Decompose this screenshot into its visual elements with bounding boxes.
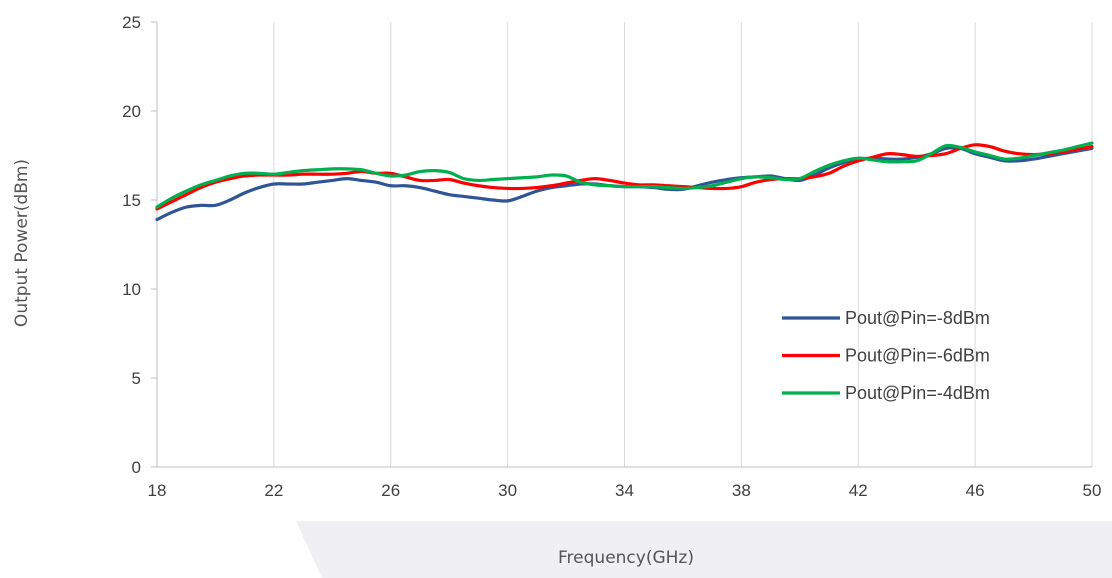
- x-axis-title: Frequency(GHz): [558, 548, 694, 568]
- legend-label-2: Pout@Pin=-6dBm: [845, 346, 990, 366]
- x-tick-label-26: 26: [381, 481, 400, 500]
- series-lines: [155, 141, 1094, 222]
- x-tick-label-18: 18: [148, 481, 167, 500]
- x-tick-label-22: 22: [264, 481, 283, 500]
- x-tick-label-46: 46: [966, 481, 985, 500]
- y-tick-labels: 0 5 10 15 20 25: [122, 13, 141, 477]
- y-tick-label-20: 20: [122, 102, 141, 121]
- x-tick-label-50: 50: [1083, 481, 1102, 500]
- x-tick-labels: 18 22 26 30 34 38 42 46 50: [148, 481, 1102, 500]
- x-axis-title-band: [296, 521, 1112, 578]
- y-tick-label-15: 15: [122, 191, 141, 210]
- x-tick-label-30: 30: [498, 481, 517, 500]
- x-tick-label-38: 38: [732, 481, 751, 500]
- vertical-gridlines: [273, 22, 1093, 467]
- series-line-3: [155, 141, 1094, 209]
- y-axis-title: Output Power(dBm): [12, 159, 32, 327]
- y-tick-label-5: 5: [132, 369, 141, 388]
- x-tick-label-42: 42: [849, 481, 868, 500]
- y-tick-label-10: 10: [122, 280, 141, 299]
- y-tick-label-0: 0: [132, 458, 141, 477]
- legend: Pout@Pin=-8dBm Pout@Pin=-6dBm Pout@Pin=-4d…: [782, 308, 990, 403]
- axes: [151, 21, 1092, 468]
- legend-label-1: Pout@Pin=-8dBm: [845, 308, 990, 328]
- legend-label-3: Pout@Pin=-4dBm: [845, 383, 990, 403]
- x-tick-label-34: 34: [615, 481, 634, 500]
- series-line-2: [155, 143, 1094, 211]
- y-tick-label-25: 25: [122, 13, 141, 32]
